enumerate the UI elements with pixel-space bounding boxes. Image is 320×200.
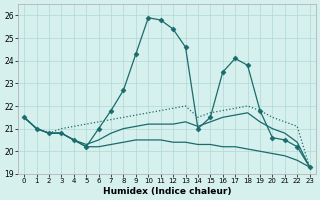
X-axis label: Humidex (Indice chaleur): Humidex (Indice chaleur) [103, 187, 231, 196]
